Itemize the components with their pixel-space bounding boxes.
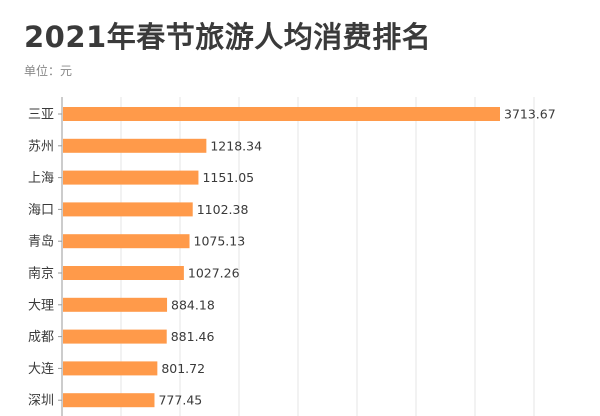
- bar: [63, 202, 193, 217]
- value-label: 1075.13: [194, 234, 246, 249]
- bar: [63, 297, 168, 312]
- bar: [63, 234, 190, 249]
- category-label: 深圳: [28, 394, 54, 409]
- category-label: 三亚: [28, 108, 54, 123]
- category-label: 大连: [28, 361, 54, 377]
- category-label: 青岛: [28, 234, 54, 250]
- bar: [63, 361, 158, 376]
- bar: [63, 107, 500, 121]
- category-label: 上海: [28, 171, 54, 186]
- value-label: 1102.38: [197, 202, 249, 217]
- chart-title: 2021年春节旅游人均消费排名: [24, 20, 432, 54]
- category-label: 南京: [28, 266, 54, 282]
- category-label: 大理: [28, 298, 54, 313]
- category-label: 海口: [28, 203, 54, 218]
- bar: [63, 329, 167, 344]
- value-label: 884.18: [171, 297, 215, 312]
- bar: [63, 138, 207, 153]
- value-label: 3713.67: [504, 107, 556, 122]
- bar: [63, 266, 184, 280]
- value-label: 1151.05: [202, 170, 254, 185]
- value-label: 881.46: [171, 329, 215, 344]
- value-label: 801.72: [161, 361, 205, 376]
- value-label: 777.45: [158, 393, 202, 408]
- bar: [63, 393, 155, 408]
- plot-area: 三亚 3713.67 苏州 1218.34 上海 1151.05 海口 1102.38 青岛 10…: [28, 97, 556, 416]
- category-label: 苏州: [28, 138, 54, 154]
- category-label: 成都: [28, 330, 54, 345]
- value-label: 1027.26: [188, 266, 240, 281]
- value-label: 1218.34: [210, 138, 262, 153]
- unit-label: 单位：元: [24, 64, 73, 78]
- bar: [63, 170, 199, 185]
